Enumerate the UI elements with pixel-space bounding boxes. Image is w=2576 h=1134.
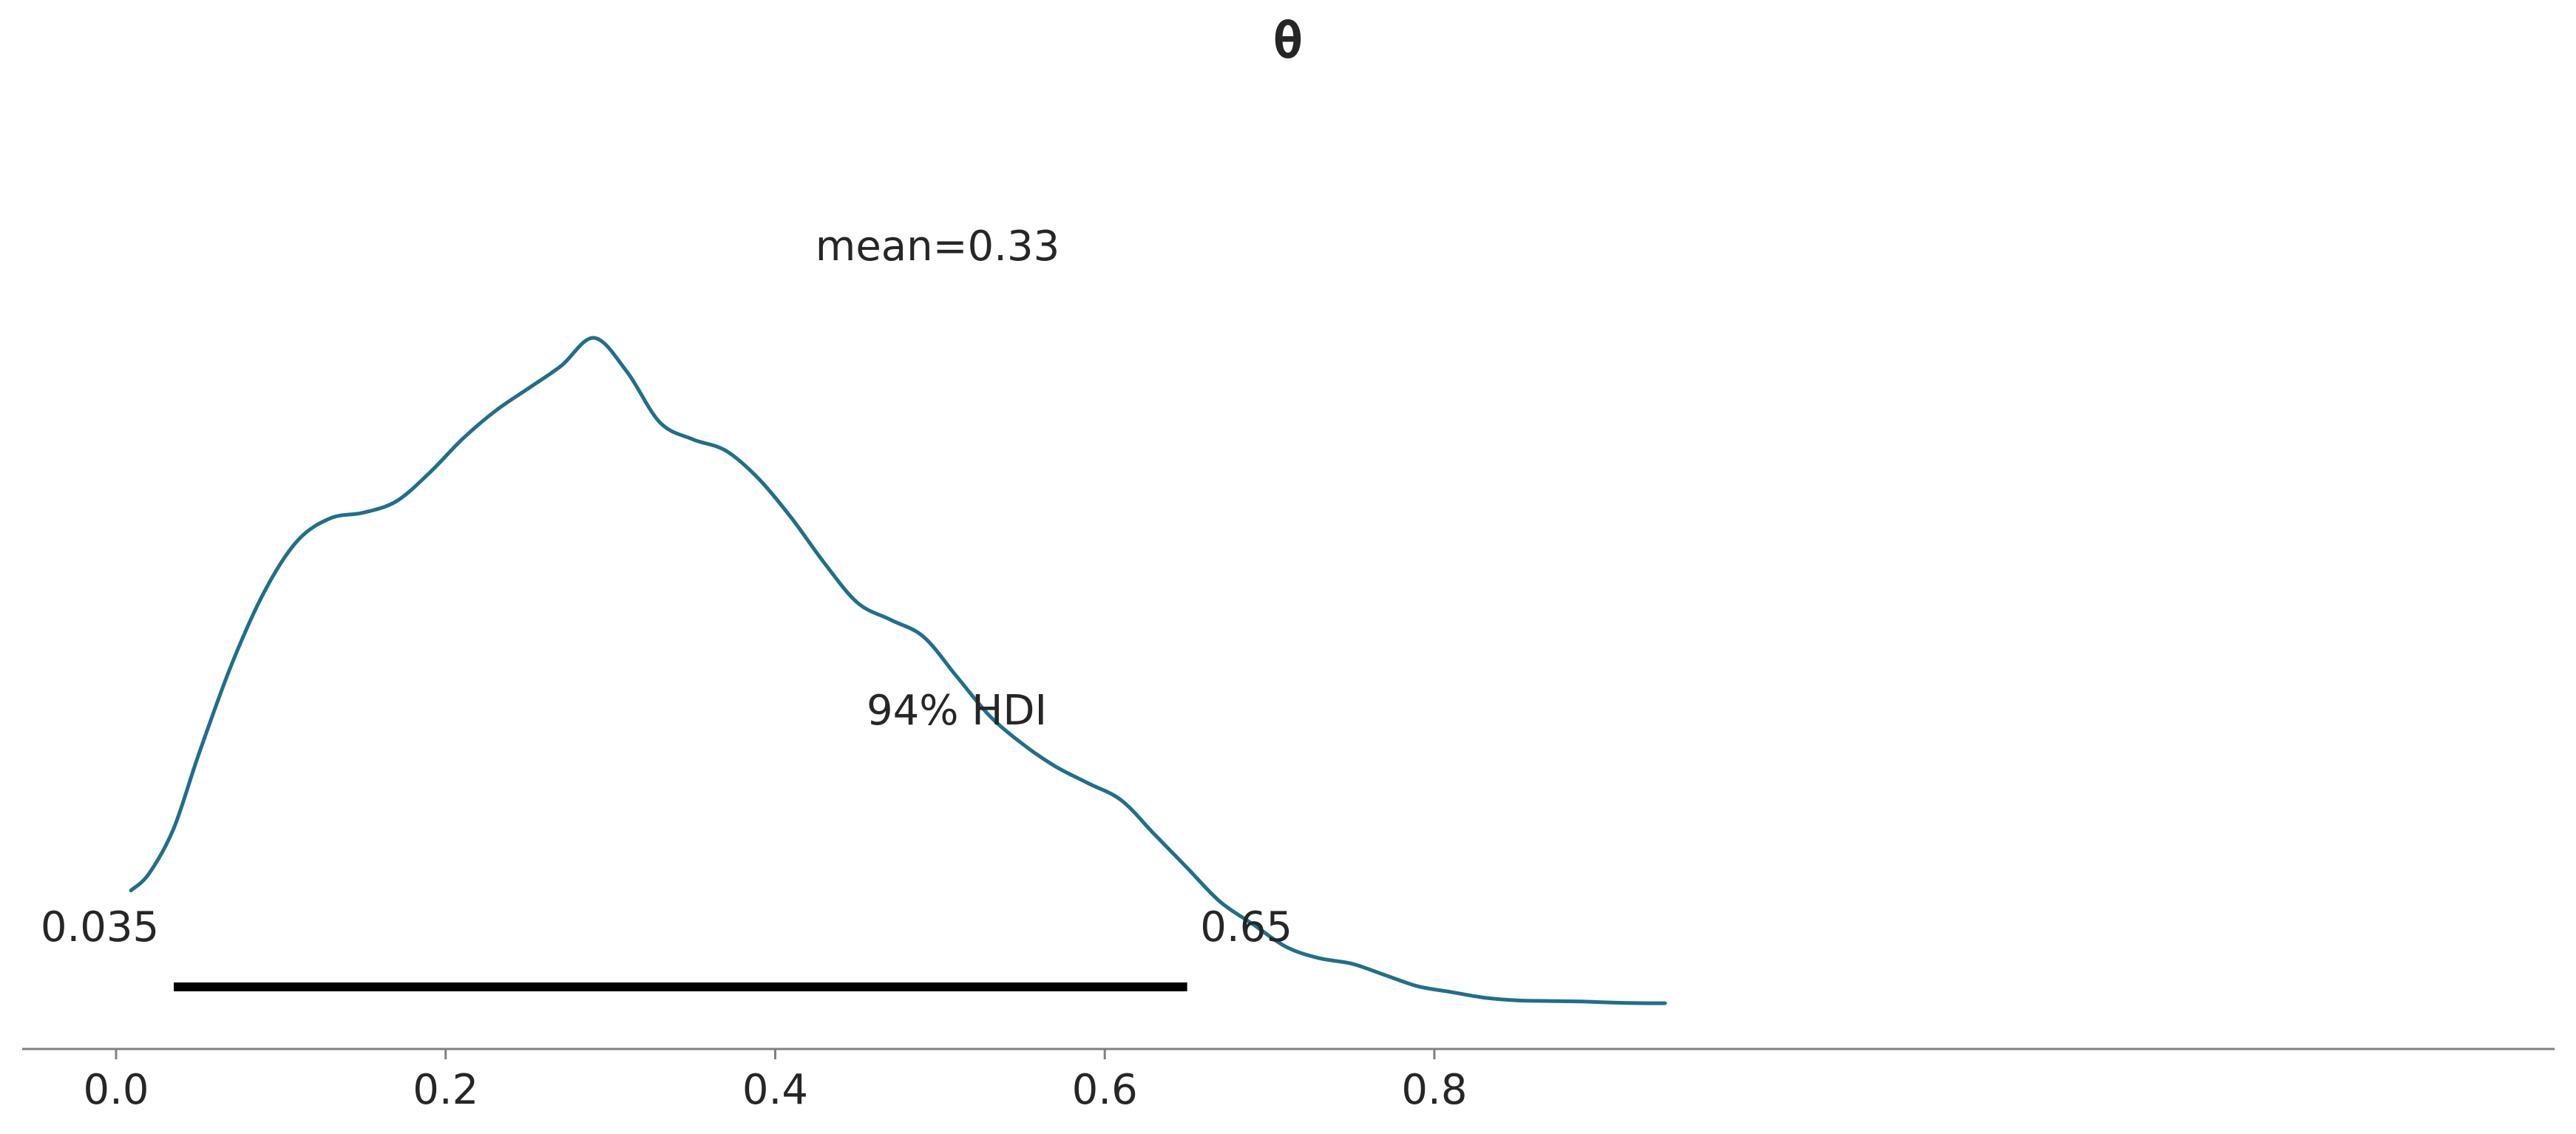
hdi-high-label: 0.65 xyxy=(1200,903,1292,951)
hdi-low-label: 0.035 xyxy=(41,903,159,951)
mean-label: mean=0.33 xyxy=(816,223,1060,271)
x-tick-label: 0.0 xyxy=(83,1066,149,1114)
chart-title: θ xyxy=(1273,12,1304,70)
x-axis-ticks: 0.0 0.2 0.4 0.6 0.8 xyxy=(83,1049,1467,1114)
x-tick-label: 0.6 xyxy=(1072,1066,1138,1114)
x-tick-label: 0.4 xyxy=(742,1066,808,1114)
x-tick-label: 0.2 xyxy=(413,1066,478,1114)
density-curve xyxy=(129,336,1667,1005)
x-tick-label: 0.8 xyxy=(1401,1066,1467,1114)
hdi-label: 94% HDI xyxy=(867,687,1047,735)
